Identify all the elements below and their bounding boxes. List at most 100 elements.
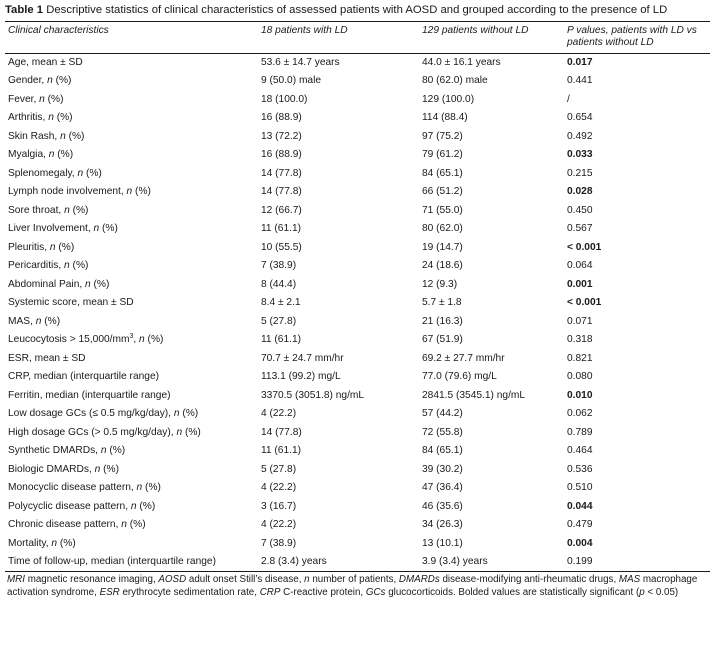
with-ld-cell: 9 (50.0) male — [261, 75, 322, 87]
table-row: Ferritin, median (interquartile range) 33… — [5, 387, 710, 406]
table-row: Pericarditis, n (%) 7 (38.9) 24 (18.6) 0.06… — [5, 257, 710, 276]
table-row: Monocyclic disease pattern, n (%) 4 (22.2… — [5, 479, 710, 498]
characteristic-cell: Splenomegaly, n (%) — [5, 165, 258, 184]
characteristic-cell: Pleuritis, n (%) — [5, 239, 258, 258]
characteristic-unit: (%) — [142, 482, 161, 494]
italic-n: n — [35, 315, 42, 327]
without-ld-cell: 97 (75.2) — [422, 130, 463, 142]
p-value-cell: 0.450 — [567, 204, 593, 216]
characteristic-label: Liver Involvement, — [8, 223, 94, 235]
characteristic-label: Myalgia, — [8, 149, 49, 161]
characteristic-unit: (%) — [54, 149, 74, 161]
without-ld-cell: 69.2 ± 27.7 mm/hr — [422, 352, 505, 364]
p-value-cell: 0.071 — [567, 315, 593, 327]
with-ld-cell: 2.8 (3.4) years — [258, 553, 419, 572]
p-value-cell: / — [567, 93, 570, 105]
characteristic-unit: (%) — [126, 519, 146, 531]
characteristic-unit: (%) — [57, 537, 76, 549]
with-ld-cell: 53.6 ± 14.7 years — [261, 57, 340, 68]
header-patients-with-ld: 18 patients with LD — [258, 21, 419, 54]
characteristic-label: Low dosage GCs (≤ 0.5 mg/kg/day), — [8, 408, 174, 420]
characteristic-unit: (%) — [65, 130, 85, 142]
header-clinical-characteristics: Clinical characteristics — [5, 21, 258, 54]
with-ld-cell: 13 (72.2) — [261, 130, 302, 142]
italic-n: n — [94, 463, 101, 475]
without-ld-cell: 47 (36.4) — [422, 482, 463, 494]
characteristic-label: Leucocytosis > 15,000/mm — [8, 334, 130, 346]
characteristic-unit: (%) — [90, 278, 110, 290]
characteristic-unit: (%) — [106, 445, 126, 457]
without-ld-cell: 71 (55.0) — [422, 204, 463, 216]
with-ld-cell: 5 (27.8) — [261, 463, 297, 475]
characteristic-label: Ferritin, median (interquartile range) — [8, 389, 171, 401]
p-value-cell: 0.033 — [567, 149, 593, 161]
characteristic-cell: Biologic DMARDs, n (%) — [5, 461, 258, 480]
characteristic-cell: Skin Rash, n (%) — [5, 128, 258, 147]
table-row: Skin Rash, n (%) 13 (72.2) 97 (75.2) 0.492 — [5, 128, 710, 147]
table-row: Splenomegaly, n (%) 14 (77.8) 84 (65.1) 0.2… — [5, 165, 710, 184]
p-value-cell: 0.001 — [567, 278, 593, 290]
italic-n: n — [85, 278, 91, 290]
without-ld-cell: 39 (30.2) — [422, 463, 463, 475]
table-footnote: MRI magnetic resonance imaging, AOSD adu… — [5, 572, 710, 599]
footnote-abbreviation: ESR — [99, 586, 120, 598]
characteristic-label: Monocyclic disease pattern, — [8, 482, 137, 494]
without-ld-cell: 2841.5 (3545.1) ng/mL — [422, 389, 526, 401]
p-value-cell: 0.567 — [567, 223, 593, 235]
table-row: Age, mean ± SD 53.6 ± 14.7 years 44.0 ± 16… — [5, 54, 710, 73]
characteristic-label: High dosage GCs (> 0.5 mg/kg/day), — [8, 426, 177, 438]
without-ld-cell: 84 (65.1) — [422, 167, 463, 179]
without-ld-cell: 5.7 ± 1.8 — [422, 297, 462, 309]
p-value-cell: 0.004 — [567, 537, 593, 549]
characteristic-unit: (%) — [44, 93, 64, 105]
italic-n: n — [173, 408, 180, 420]
characteristic-cell: MAS, n (%) — [5, 313, 258, 332]
italic-n: n — [136, 482, 143, 494]
footnote-abbreviation: MRI — [7, 574, 25, 585]
table-row: Polycyclic disease pattern, n (%) 3 (16.7… — [5, 498, 710, 517]
without-ld-cell: 24 (18.6) — [422, 260, 463, 272]
without-ld-cell: 46 (35.6) — [422, 500, 463, 512]
footnote-text: < 0.05) — [644, 586, 679, 598]
characteristic-label: Polycyclic disease pattern, — [8, 500, 131, 512]
characteristic-label: Biologic DMARDs, — [8, 463, 95, 475]
table-row: Biologic DMARDs, n (%) 5 (27.8) 39 (30.2) 0… — [5, 461, 710, 480]
p-value-cell: 0.215 — [567, 167, 593, 179]
table-row: High dosage GCs (> 0.5 mg/kg/day), n (%)… — [5, 424, 710, 443]
footnote-text: macrophage activation syndrome, — [7, 574, 698, 598]
footnote-abbreviation: AOSD — [158, 574, 187, 585]
characteristic-unit: (%) — [83, 167, 102, 179]
with-ld-cell: 8.4 ± 2.1 — [261, 297, 301, 309]
characteristic-label: Time of follow-up, median (interquartile… — [8, 556, 216, 567]
p-value-cell: 0.464 — [567, 445, 593, 457]
footnote-text: C-reactive protein, — [280, 586, 366, 598]
superscript: 3 — [129, 333, 134, 341]
characteristic-cell: Lymph node involvement, n (%) — [5, 183, 258, 202]
characteristic-cell: Liver Involvement, n (%) — [5, 220, 258, 239]
table-row: CRP, median (interquartile range) 113.1 (… — [5, 368, 710, 387]
characteristic-unit: (%) — [144, 334, 164, 346]
with-ld-cell: 16 (88.9) — [261, 149, 302, 161]
table-label: Table 1 — [5, 4, 44, 16]
characteristic-unit: (%) — [52, 75, 72, 87]
p-value-cell: < 0.001 — [567, 241, 602, 253]
table-row: Leucocytosis > 15,000/mm3, n (%) 11 (61.1… — [5, 331, 710, 350]
without-ld-cell: 129 (100.0) — [422, 93, 475, 105]
without-ld-cell: 3.9 (3.4) years — [419, 553, 564, 572]
italic-n: n — [121, 519, 127, 531]
characteristic-label: Lymph node involvement, — [8, 186, 127, 198]
table-row: Low dosage GCs (≤ 0.5 mg/kg/day), n (%) 4… — [5, 405, 710, 424]
table-row: Chronic disease pattern, n (%) 4 (22.2) 34… — [5, 516, 710, 535]
with-ld-cell: 7 (38.9) — [261, 537, 297, 549]
characteristic-cell: Gender, n (%) — [5, 72, 258, 91]
p-value-cell: < 0.001 — [567, 297, 602, 309]
with-ld-cell: 18 (100.0) — [261, 93, 308, 105]
header-patients-without-ld: 129 patients without LD — [419, 21, 564, 54]
italic-n: n — [49, 241, 56, 253]
without-ld-cell: 80 (62.0) — [422, 223, 463, 235]
with-ld-cell: 4 (22.2) — [261, 482, 297, 494]
characteristic-cell: Monocyclic disease pattern, n (%) — [5, 479, 258, 498]
without-ld-cell: 19 (14.7) — [422, 241, 463, 253]
without-ld-cell: 44.0 ± 16.1 years — [422, 57, 501, 68]
header-row: Clinical characteristics 18 patients wit… — [5, 21, 710, 54]
